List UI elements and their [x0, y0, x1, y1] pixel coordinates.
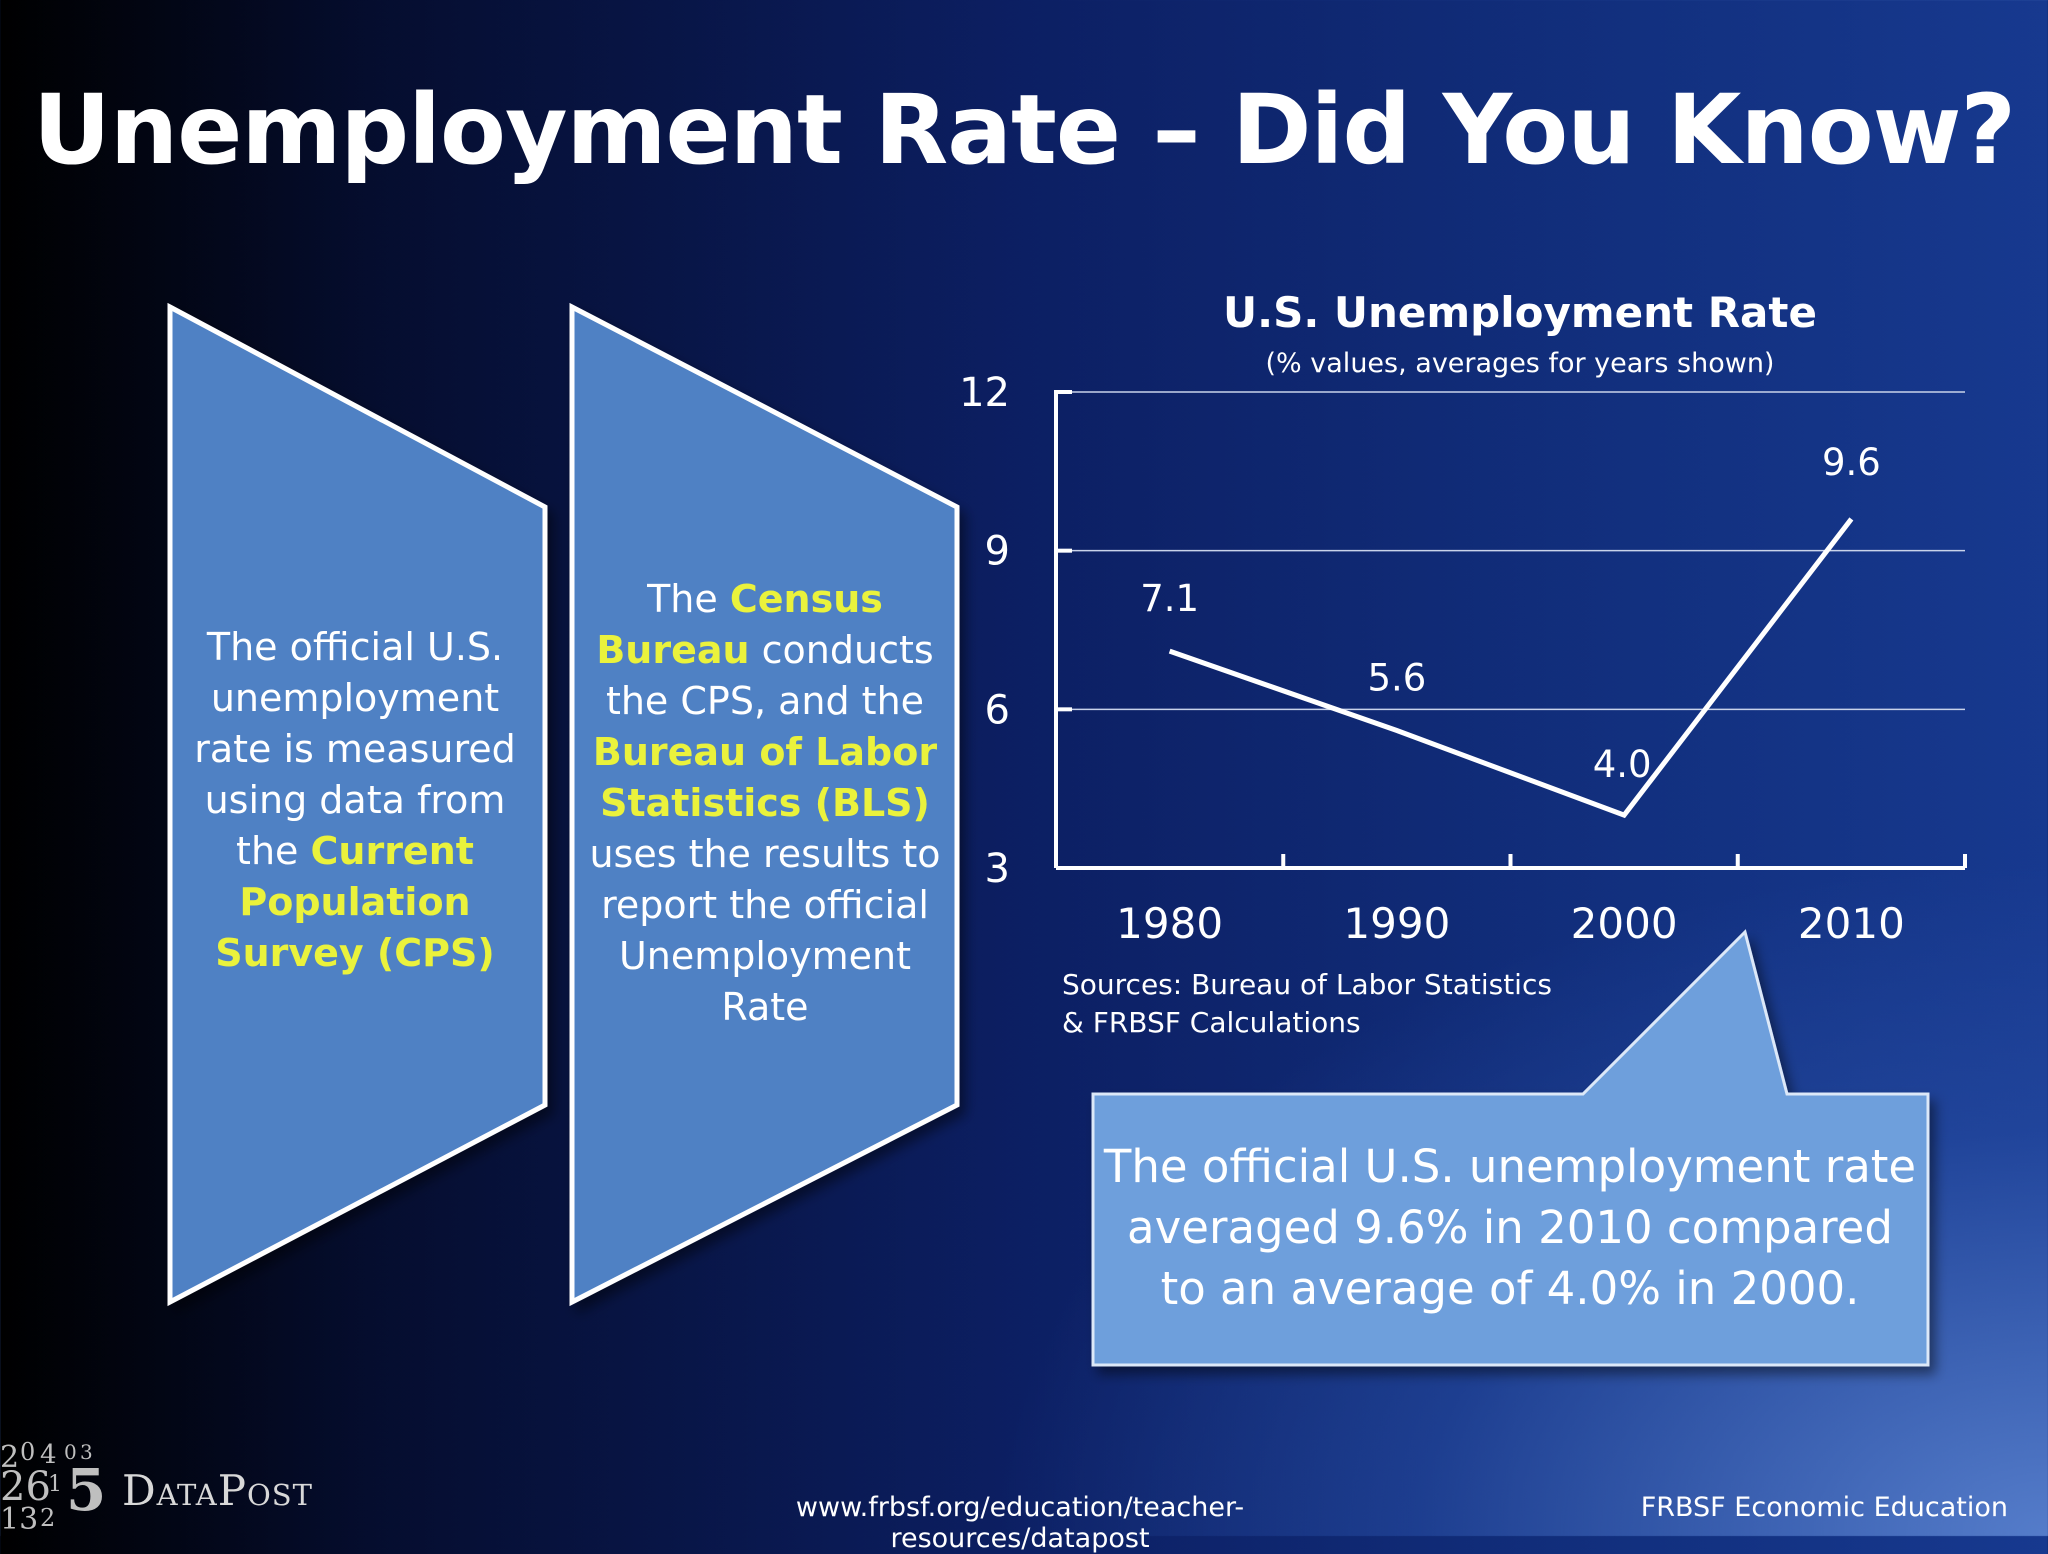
series-line [1168, 517, 1854, 819]
chart-subtitle: (% values, averages for years shown) [1265, 348, 1775, 379]
chart-source-line-1: Sources: Bureau of Labor Statistics [1062, 968, 1552, 1001]
callout-shape [1091, 929, 1930, 1367]
callout-box [1091, 929, 1930, 1367]
panel2-body-1: The [647, 577, 718, 621]
panel1-highlight-cps: Current Population Survey (CPS) [215, 829, 495, 975]
x-tick-label: 2000 [1571, 899, 1678, 948]
data-label: 7.1 [1140, 577, 1199, 620]
panel-shape-2 [569, 302, 960, 1307]
slide-title: Unemployment Rate – Did You Know? [32, 74, 2016, 186]
x-tick-label: 1990 [1343, 899, 1450, 948]
footer-url: www.frbsf.org/education/teacher-resource… [795, 1492, 1245, 1554]
data-label: 5.6 [1367, 656, 1426, 699]
datapost-logo-icon: 2 0 4 0 3 26 1 5 13 2 [0, 1438, 104, 1534]
y-tick-label: 9 [985, 529, 1010, 575]
panel2-body-2: conducts the CPS, and the [605, 628, 934, 723]
y-tick-label: 12 [959, 370, 1010, 416]
footer-org: FRBSF Economic Education [1640, 1492, 2008, 1523]
x-tick-label: 1980 [1116, 899, 1223, 948]
y-tick-label: 6 [985, 687, 1010, 733]
panel-shape-1 [167, 302, 548, 1307]
x-tick-label: 2010 [1798, 899, 1905, 948]
panel2-text: The Census Bureau conducts the CPS, and … [585, 574, 945, 1033]
datapost-logo-text: DataPost [122, 1466, 313, 1515]
callout-text: The official U.S. unemployment rate aver… [1103, 1140, 1917, 1315]
line-chart: 3 6 9 12 1980 1990 2000 2010 7.1 5.6 4.0 9.6 [959, 370, 1967, 948]
y-tick-label: 3 [985, 846, 1010, 892]
panel2-highlight-bls: Bureau of Labor Statistics (BLS) [592, 730, 938, 825]
panel1-body: The official U.S. unemployment rate is m… [194, 625, 516, 873]
panel2-body-3: uses the results to report the official … [589, 832, 941, 1029]
panel1-text: The official U.S. unemployment rate is m… [170, 622, 540, 979]
panel2-highlight-census: Census Bureau [596, 577, 883, 672]
chart-source-line-2: & FRBSF Calculations [1062, 1006, 1361, 1039]
data-label: 9.6 [1822, 441, 1881, 484]
chart-sources: Sources: Bureau of Labor Statistics & FR… [1062, 966, 1552, 1042]
chart-title: U.S. Unemployment Rate [1223, 288, 1817, 337]
data-label: 4.0 [1593, 743, 1652, 786]
